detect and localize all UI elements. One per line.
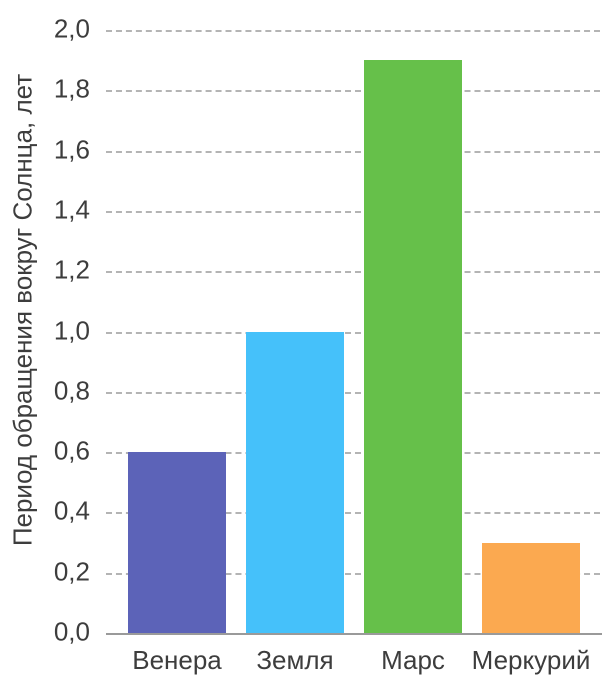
y-tick-label: 0,0 bbox=[53, 616, 90, 647]
gridline bbox=[106, 512, 600, 515]
x-tick-label: Меркурий bbox=[471, 645, 591, 675]
x-tick-label: Венера bbox=[132, 645, 222, 675]
gridline bbox=[106, 572, 600, 575]
gridline bbox=[106, 452, 600, 455]
y-tick-label: 2,0 bbox=[53, 13, 90, 44]
gridline bbox=[106, 210, 600, 213]
bar-Меркурий bbox=[482, 542, 580, 633]
y-tick-label: 1,0 bbox=[53, 314, 90, 345]
gridline bbox=[106, 391, 600, 394]
y-tick-label: 0,8 bbox=[53, 375, 90, 406]
y-tick-label: 0,4 bbox=[53, 495, 90, 526]
bar-Земля bbox=[246, 331, 344, 633]
y-tick-label: 1,8 bbox=[53, 73, 90, 104]
x-tick-label: Земля bbox=[256, 645, 334, 675]
gridline bbox=[106, 30, 600, 32]
bar-Марс bbox=[364, 60, 462, 633]
y-tick-label: 0,6 bbox=[53, 435, 90, 466]
x-tick-label: Марс bbox=[381, 645, 445, 675]
y-tick-label: 1,6 bbox=[53, 133, 90, 164]
gridline bbox=[106, 90, 600, 93]
gridline bbox=[106, 271, 600, 274]
gridline bbox=[106, 150, 600, 153]
bar-Венера bbox=[128, 452, 226, 633]
y-tick-label: 1,4 bbox=[53, 194, 90, 225]
y-tick-label: 0,2 bbox=[53, 555, 90, 586]
y-tick-label: 1,2 bbox=[53, 254, 90, 285]
x-axis-line bbox=[106, 633, 602, 635]
gridline bbox=[106, 331, 600, 334]
